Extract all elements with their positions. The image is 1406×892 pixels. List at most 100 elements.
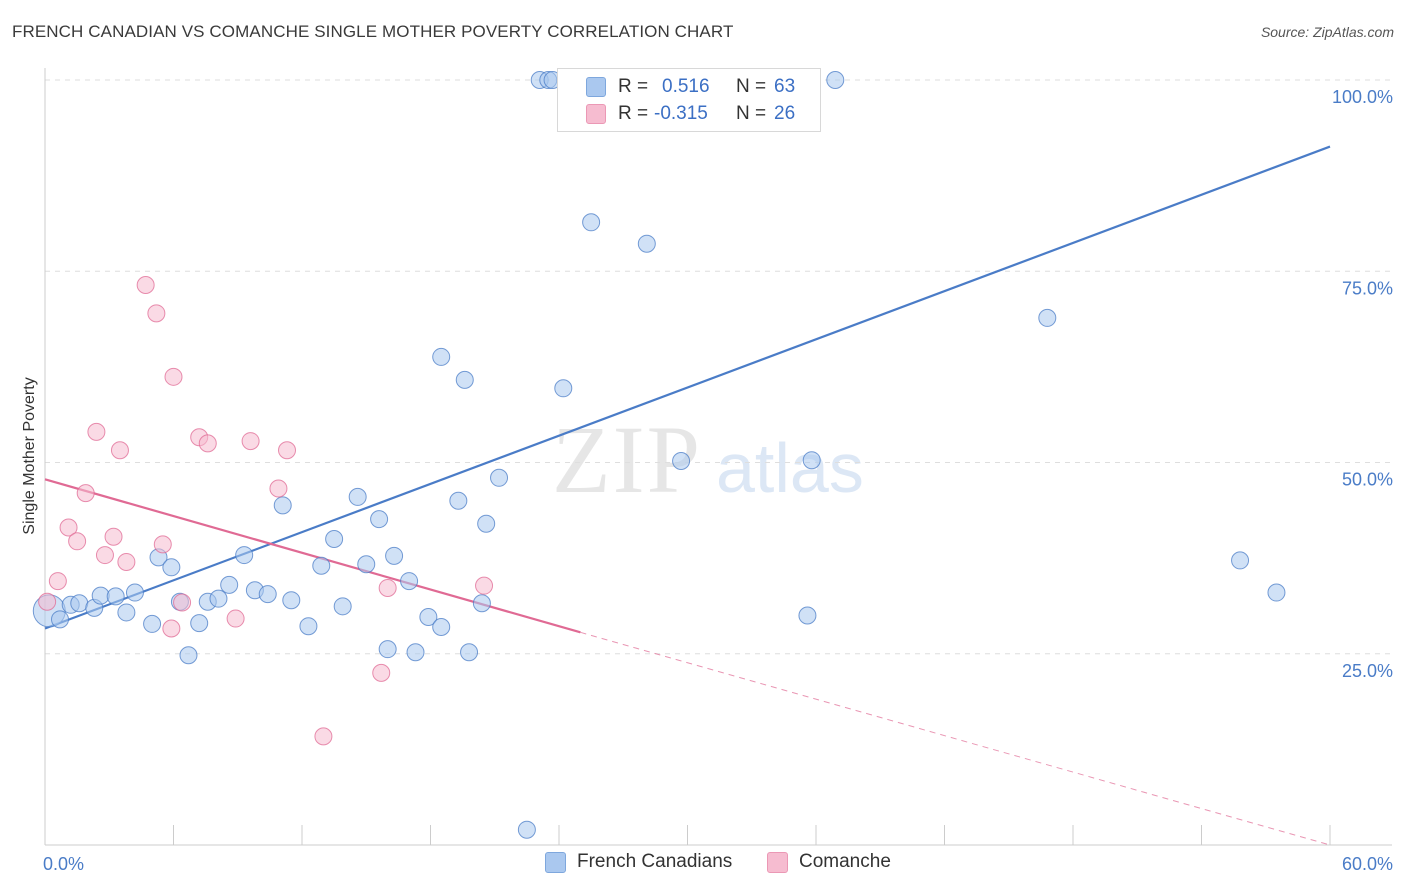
point-comanche [241, 432, 260, 451]
point-french-canadians [125, 583, 144, 602]
legend-n-value: 63 [774, 76, 796, 97]
trend-line-french-canadians [44, 145, 1331, 630]
point-french-canadians [258, 585, 277, 604]
source-label: Source: ZipAtlas.com [1260, 24, 1394, 40]
point-comanche [164, 367, 183, 386]
point-comanche [48, 572, 67, 591]
point-french-canadians [70, 594, 89, 613]
point-comanche [117, 552, 136, 571]
point-comanche [59, 518, 78, 537]
point-french-canadians [472, 594, 491, 613]
point-french-canadians [209, 589, 228, 608]
point-french-canadians [106, 587, 125, 606]
point-french-canadians [333, 597, 352, 616]
point-french-canadians [370, 510, 389, 529]
legend-n-label: N = [736, 76, 767, 97]
point-french-canadians [554, 379, 573, 398]
point-comanche [372, 663, 391, 682]
point-french-canadians [455, 370, 474, 389]
point-french-canadians [637, 234, 656, 253]
point-french-canadians [477, 514, 496, 533]
x-tick-label: 60.0% [1342, 854, 1393, 874]
point-comanche [87, 422, 106, 441]
y-tick-label: 25.0% [1342, 661, 1393, 681]
point-comanche [475, 576, 494, 595]
legend-row-comanche: R = -0.315 N = 26 [558, 101, 795, 127]
point-french-canadians [179, 646, 198, 665]
point-french-canadians [517, 820, 536, 839]
y-tick-label: 100.0% [1332, 87, 1393, 107]
chart-title: FRENCH CANADIAN VS COMANCHE SINGLE MOTHE… [12, 22, 734, 41]
legend-item-french-canadians: French Canadians [545, 851, 732, 873]
point-french-canadians [400, 572, 419, 591]
point-french-canadians [460, 643, 479, 662]
legend-item-label: French Canadians [577, 851, 733, 872]
legend-r-value: -0.315 [654, 103, 708, 124]
point-comanche [314, 727, 333, 746]
legend-row-french-canadians: R = 0.516 N = 63 [558, 74, 795, 100]
series-legend: French Canadians Comanche [0, 851, 1406, 877]
point-french-canadians [235, 546, 254, 565]
point-french-canadians [432, 347, 451, 366]
point-french-canadians [432, 617, 451, 636]
point-french-canadians [385, 546, 404, 565]
point-comanche [278, 441, 297, 460]
legend-r-label: R = [618, 76, 649, 97]
point-french-canadians [582, 213, 601, 232]
point-comanche [68, 532, 87, 551]
gridlines [45, 79, 1392, 655]
legend-r-label: R = [618, 103, 649, 124]
point-french-canadians [190, 614, 209, 633]
point-comanche [378, 578, 397, 597]
point-french-canadians [273, 496, 292, 515]
point-french-canadians [299, 617, 318, 636]
legend-swatch-blue [586, 77, 606, 97]
legend-item-label: Comanche [799, 851, 891, 872]
y-tick-label: 50.0% [1342, 470, 1393, 490]
legend-swatch-pink [586, 104, 606, 124]
point-comanche [95, 546, 114, 565]
point-french-canadians [162, 558, 181, 577]
point-french-canadians [312, 556, 331, 575]
point-comanche [110, 441, 129, 460]
point-french-canadians [325, 530, 344, 548]
legend-item-comanche: Comanche [767, 851, 891, 873]
point-french-canadians [357, 555, 376, 574]
y-axis-label: Single Mother Poverty [21, 377, 38, 534]
point-comanche [147, 304, 166, 323]
point-comanche [269, 479, 288, 498]
point-french-canadians [1038, 308, 1057, 327]
point-french-canadians [143, 614, 162, 633]
legend-swatch-blue [545, 851, 566, 873]
trend-lines [44, 145, 1331, 846]
watermark-atlas: atlas [716, 429, 864, 507]
trend-extension-comanche [580, 631, 1331, 846]
point-comanche [136, 276, 155, 295]
point-french-canadians [490, 468, 509, 487]
point-comanche [104, 527, 123, 546]
point-french-canadians [798, 606, 817, 625]
y-tick-label: 75.0% [1342, 278, 1393, 298]
point-french-canadians [50, 610, 69, 629]
point-comanche [162, 619, 181, 638]
point-french-canadians [1231, 551, 1250, 570]
watermark: ZIP atlas [552, 406, 864, 513]
stats-legend: R = 0.516 N = 63 R = -0.315 N = 26 [557, 68, 821, 132]
legend-r-value: 0.516 [662, 76, 710, 97]
point-comanche [76, 484, 95, 503]
point-french-canadians [802, 451, 821, 470]
point-french-canadians [348, 487, 367, 506]
point-comanche [226, 609, 245, 628]
point-french-canadians [117, 603, 136, 622]
tick-labels: 25.0% 50.0% 75.0% 100.0% 0.0% 60.0% [43, 87, 1393, 874]
point-french-canadians [378, 640, 397, 659]
x-tick-label: 0.0% [43, 854, 84, 874]
point-comanche [38, 592, 57, 611]
axes [44, 68, 1392, 846]
point-french-canadians [91, 586, 110, 605]
point-french-canadians [282, 591, 301, 610]
point-french-canadians [449, 491, 468, 510]
point-french-canadians [406, 643, 425, 662]
point-french-canadians [826, 71, 845, 89]
